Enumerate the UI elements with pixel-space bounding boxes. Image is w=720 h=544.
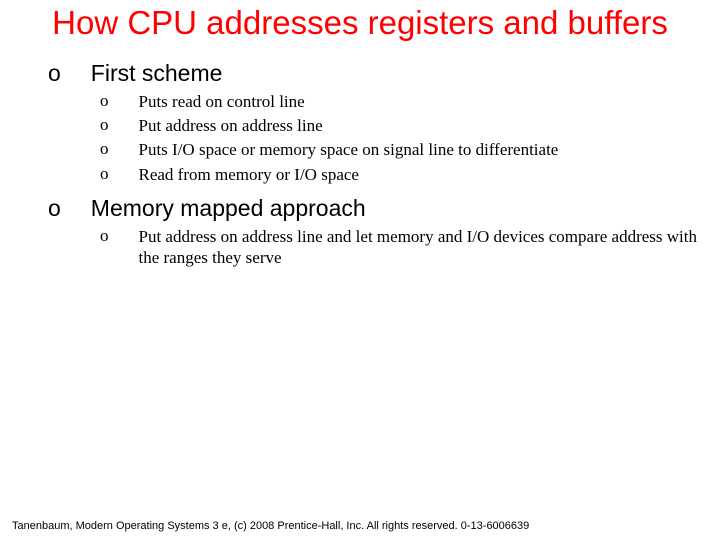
list-item-text: Puts read on control line [139, 91, 305, 112]
inner-list: o Put address on address line and let me… [100, 226, 700, 269]
slide-title: How CPU addresses registers and buffers [20, 4, 700, 42]
section-heading: Memory mapped approach [91, 195, 366, 222]
list-item: o Puts read on control line [100, 91, 700, 112]
list-item-text: Puts I/O space or memory space on signal… [139, 139, 559, 160]
section-heading: First scheme [91, 60, 223, 87]
list-item: o Put address on address line and let me… [100, 226, 700, 269]
circle-bullet-icon: o [100, 115, 109, 136]
circle-bullet-icon: o [48, 60, 61, 87]
section-heading-row: o First scheme [48, 60, 700, 87]
slide-container: How CPU addresses registers and buffers … [0, 4, 720, 544]
circle-bullet-icon: o [100, 139, 109, 160]
circle-bullet-icon: o [100, 91, 109, 112]
footer-citation: Tanenbaum, Modern Operating Systems 3 e,… [12, 520, 529, 532]
section-heading-row: o Memory mapped approach [48, 195, 700, 222]
list-item-text: Put address on address line and let memo… [139, 226, 699, 269]
list-item-text: Read from memory or I/O space [139, 164, 359, 185]
list-item: o Puts I/O space or memory space on sign… [100, 139, 700, 160]
list-item-text: Put address on address line [139, 115, 323, 136]
circle-bullet-icon: o [100, 164, 109, 185]
list-item: o Put address on address line [100, 115, 700, 136]
inner-list: o Puts read on control line o Put addres… [100, 91, 700, 185]
circle-bullet-icon: o [48, 195, 61, 222]
circle-bullet-icon: o [100, 226, 109, 269]
list-item: o Read from memory or I/O space [100, 164, 700, 185]
